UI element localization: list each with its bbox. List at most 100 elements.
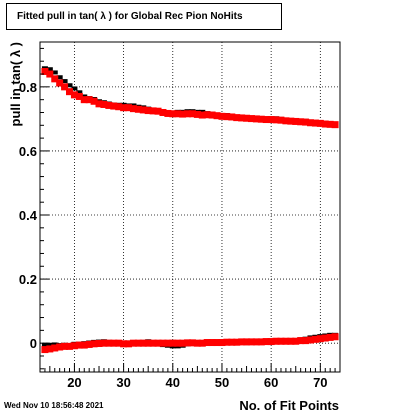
tick-labels: 20 30 40 50 60 70 0 0.2 0.4 0.6 0.8 [19,80,328,390]
upper-data-point [243,114,251,122]
upper-data-point [105,101,113,109]
lower-data-point [70,342,78,350]
upper-data-point [262,116,270,124]
lower-data-point [302,337,310,345]
lower-data-point [257,338,265,346]
upper-data-point [120,104,128,112]
lower-data-point [129,339,137,347]
lower-data-point [90,340,98,348]
lower-data-point [272,337,280,345]
upper-data-point [95,100,103,108]
upper-data-point [149,107,157,115]
upper-data-point [75,92,83,100]
lower-data-point [134,339,142,347]
upper-data-point [71,86,78,91]
upper-data-point [51,75,59,83]
y-tick-label: 0.2 [19,272,37,287]
upper-data-point [287,117,295,125]
upper-data-point [233,114,241,122]
lower-data-point [218,339,226,347]
lower-data-point [316,335,324,343]
axis-ticks [40,47,336,372]
upper-data-point [257,115,265,123]
upper-data-point [272,116,280,124]
x-tick-label: 20 [67,375,81,390]
upper-data-point [326,120,334,128]
upper-data-point [125,104,133,112]
lower-data-point [149,339,157,347]
chart-title-box: Fitted pull in tan( λ ) for Global Rec P… [6,3,282,30]
lower-data-point [75,341,83,349]
upper-data-point [144,107,152,115]
upper-data-point [292,117,300,125]
upper-data-point [218,112,226,120]
grid-lines [40,42,340,372]
upper-data-point [76,90,83,95]
upper-data-point [223,113,231,121]
x-axis-label: No. of Fit Points [239,398,339,413]
lower-data-point [154,339,162,347]
lower-data-point [105,339,113,347]
x-tick-label: 60 [264,375,278,390]
chart-title: Fitted pull in tan( λ ) for Global Rec P… [17,11,243,22]
upper-data-point [282,117,290,125]
upper-data-point [129,105,137,113]
upper-data-point [247,115,255,123]
x-tick-label: 50 [215,375,229,390]
lower-data-point [46,342,53,347]
lower-data-point [252,338,260,346]
lower-data-point [41,346,49,354]
upper-data-point [213,112,221,120]
lower-data-point [174,339,182,347]
lower-data-point [326,333,334,341]
plot-frame [39,41,341,373]
y-tick-label: 0 [30,336,37,351]
lower-data-point [282,337,290,345]
lower-data-point [66,342,74,350]
lower-data-point [198,339,206,347]
upper-data-point [61,83,69,91]
upper-data-point [306,119,314,127]
upper-data-point [46,70,54,78]
upper-data-point [311,119,319,127]
upper-data-point [316,119,324,127]
upper-data-point [41,67,49,75]
timestamp-label: Wed Nov 10 18:56:48 2021 [4,401,104,410]
upper-data-point [159,108,167,116]
lower-data-point [277,337,285,345]
upper-data-point [277,116,285,124]
lower-data-point [223,338,231,346]
upper-data-point [66,88,74,96]
lower-data-point [193,339,201,347]
lower-data-point [95,339,103,347]
lower-data-point [243,338,251,346]
data-points [41,66,339,354]
lower-data-point [51,342,58,347]
lower-data-point [159,339,167,347]
upper-data-point [302,118,310,126]
upper-data-point [66,83,73,88]
lower-data-point [287,337,295,345]
upper-data-point [321,120,329,128]
upper-data-point [134,105,142,113]
upper-data-point [297,118,305,126]
lower-data-point [164,339,172,347]
x-tick-label: 30 [116,375,130,390]
lower-data-point [85,340,93,348]
lower-data-point [233,338,241,346]
x-tick-label: 40 [166,375,180,390]
upper-data-point [184,110,192,118]
upper-data-point [238,114,246,122]
lower-data-point [203,339,211,347]
red-series [41,67,339,354]
upper-data-point [188,110,196,118]
lower-data-point [56,343,64,351]
upper-data-point [208,111,216,119]
upper-data-point [80,96,88,104]
upper-data-point [110,102,118,110]
upper-data-point [198,111,206,119]
upper-data-point [115,103,123,111]
x-tick-label: 70 [313,375,327,390]
lower-data-point [169,339,177,347]
lower-data-point [139,339,147,347]
